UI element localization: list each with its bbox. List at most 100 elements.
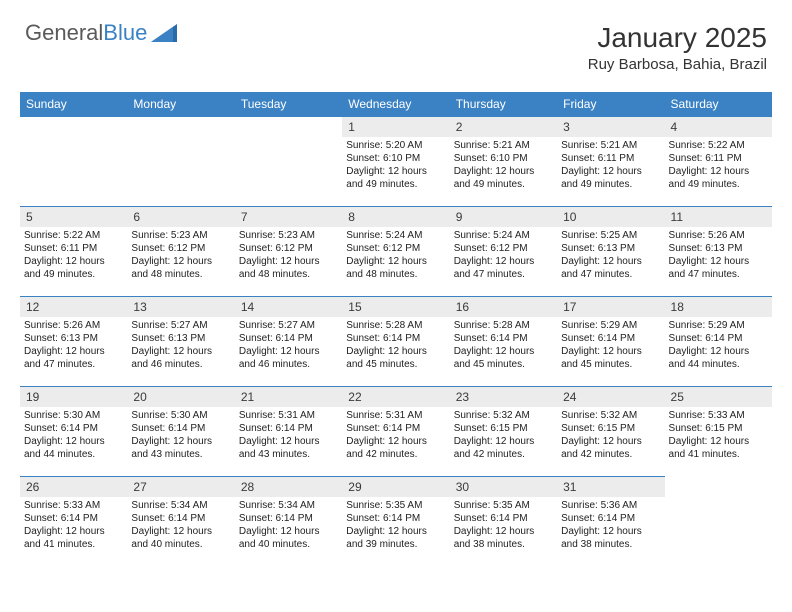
calendar-cell: 4Sunrise: 5:22 AMSunset: 6:11 PMDaylight… [665, 117, 772, 207]
day-number: 20 [127, 387, 234, 407]
calendar-week-row: 26Sunrise: 5:33 AMSunset: 6:14 PMDayligh… [20, 477, 772, 567]
page-title: January 2025 [588, 22, 767, 54]
day-number: 29 [342, 477, 449, 497]
day-details: Sunrise: 5:23 AMSunset: 6:12 PMDaylight:… [235, 227, 342, 285]
page-header: January 2025 Ruy Barbosa, Bahia, Brazil [588, 22, 767, 73]
calendar-cell: 16Sunrise: 5:28 AMSunset: 6:14 PMDayligh… [450, 297, 557, 387]
day-header-row: SundayMondayTuesdayWednesdayThursdayFrid… [20, 92, 772, 117]
day-details: Sunrise: 5:28 AMSunset: 6:14 PMDaylight:… [450, 317, 557, 375]
calendar-cell: 31Sunrise: 5:36 AMSunset: 6:14 PMDayligh… [557, 477, 664, 567]
calendar-cell: 23Sunrise: 5:32 AMSunset: 6:15 PMDayligh… [450, 387, 557, 477]
brand-part1: General [25, 20, 103, 46]
calendar-cell [235, 117, 342, 207]
calendar-cell: 11Sunrise: 5:26 AMSunset: 6:13 PMDayligh… [665, 207, 772, 297]
day-number: 6 [127, 207, 234, 227]
calendar-cell: 15Sunrise: 5:28 AMSunset: 6:14 PMDayligh… [342, 297, 449, 387]
day-details: Sunrise: 5:21 AMSunset: 6:11 PMDaylight:… [557, 137, 664, 195]
brand-part2: Blue [103, 20, 147, 46]
day-number: 26 [20, 477, 127, 497]
day-number: 16 [450, 297, 557, 317]
day-header: Monday [127, 92, 234, 117]
calendar-cell: 18Sunrise: 5:29 AMSunset: 6:14 PMDayligh… [665, 297, 772, 387]
day-number: 7 [235, 207, 342, 227]
day-number: 9 [450, 207, 557, 227]
calendar-cell: 19Sunrise: 5:30 AMSunset: 6:14 PMDayligh… [20, 387, 127, 477]
calendar-cell: 3Sunrise: 5:21 AMSunset: 6:11 PMDaylight… [557, 117, 664, 207]
day-details: Sunrise: 5:30 AMSunset: 6:14 PMDaylight:… [20, 407, 127, 465]
day-number: 19 [20, 387, 127, 407]
day-details: Sunrise: 5:23 AMSunset: 6:12 PMDaylight:… [127, 227, 234, 285]
day-details: Sunrise: 5:36 AMSunset: 6:14 PMDaylight:… [557, 497, 664, 555]
calendar-cell: 7Sunrise: 5:23 AMSunset: 6:12 PMDaylight… [235, 207, 342, 297]
calendar-cell: 28Sunrise: 5:34 AMSunset: 6:14 PMDayligh… [235, 477, 342, 567]
day-details: Sunrise: 5:25 AMSunset: 6:13 PMDaylight:… [557, 227, 664, 285]
day-details: Sunrise: 5:31 AMSunset: 6:14 PMDaylight:… [342, 407, 449, 465]
day-number: 15 [342, 297, 449, 317]
calendar-week-row: 19Sunrise: 5:30 AMSunset: 6:14 PMDayligh… [20, 387, 772, 477]
calendar-cell: 24Sunrise: 5:32 AMSunset: 6:15 PMDayligh… [557, 387, 664, 477]
day-header: Friday [557, 92, 664, 117]
day-number: 23 [450, 387, 557, 407]
day-number: 10 [557, 207, 664, 227]
day-details: Sunrise: 5:35 AMSunset: 6:14 PMDaylight:… [342, 497, 449, 555]
calendar-cell [127, 117, 234, 207]
day-details: Sunrise: 5:21 AMSunset: 6:10 PMDaylight:… [450, 137, 557, 195]
day-details: Sunrise: 5:34 AMSunset: 6:14 PMDaylight:… [235, 497, 342, 555]
calendar-cell: 8Sunrise: 5:24 AMSunset: 6:12 PMDaylight… [342, 207, 449, 297]
calendar-week-row: 1Sunrise: 5:20 AMSunset: 6:10 PMDaylight… [20, 117, 772, 207]
day-details: Sunrise: 5:22 AMSunset: 6:11 PMDaylight:… [665, 137, 772, 195]
day-number: 31 [557, 477, 664, 497]
day-details: Sunrise: 5:26 AMSunset: 6:13 PMDaylight:… [665, 227, 772, 285]
day-details: Sunrise: 5:28 AMSunset: 6:14 PMDaylight:… [342, 317, 449, 375]
day-details: Sunrise: 5:29 AMSunset: 6:14 PMDaylight:… [665, 317, 772, 375]
day-header: Wednesday [342, 92, 449, 117]
day-number: 28 [235, 477, 342, 497]
day-details: Sunrise: 5:20 AMSunset: 6:10 PMDaylight:… [342, 137, 449, 195]
day-number: 17 [557, 297, 664, 317]
day-number: 14 [235, 297, 342, 317]
day-details: Sunrise: 5:32 AMSunset: 6:15 PMDaylight:… [557, 407, 664, 465]
day-number: 21 [235, 387, 342, 407]
calendar-cell: 26Sunrise: 5:33 AMSunset: 6:14 PMDayligh… [20, 477, 127, 567]
calendar-week-row: 12Sunrise: 5:26 AMSunset: 6:13 PMDayligh… [20, 297, 772, 387]
day-details: Sunrise: 5:31 AMSunset: 6:14 PMDaylight:… [235, 407, 342, 465]
day-details: Sunrise: 5:24 AMSunset: 6:12 PMDaylight:… [450, 227, 557, 285]
day-number: 2 [450, 117, 557, 137]
day-number: 25 [665, 387, 772, 407]
calendar-cell: 27Sunrise: 5:34 AMSunset: 6:14 PMDayligh… [127, 477, 234, 567]
day-number: 11 [665, 207, 772, 227]
calendar-cell: 12Sunrise: 5:26 AMSunset: 6:13 PMDayligh… [20, 297, 127, 387]
day-number: 4 [665, 117, 772, 137]
day-number: 12 [20, 297, 127, 317]
day-number: 3 [557, 117, 664, 137]
day-details: Sunrise: 5:22 AMSunset: 6:11 PMDaylight:… [20, 227, 127, 285]
day-number: 13 [127, 297, 234, 317]
calendar-cell: 30Sunrise: 5:35 AMSunset: 6:14 PMDayligh… [450, 477, 557, 567]
day-number: 22 [342, 387, 449, 407]
brand-logo: GeneralBlue [25, 20, 177, 46]
day-header: Saturday [665, 92, 772, 117]
calendar-cell: 10Sunrise: 5:25 AMSunset: 6:13 PMDayligh… [557, 207, 664, 297]
day-number: 5 [20, 207, 127, 227]
day-number: 8 [342, 207, 449, 227]
day-details: Sunrise: 5:29 AMSunset: 6:14 PMDaylight:… [557, 317, 664, 375]
day-number: 30 [450, 477, 557, 497]
day-details: Sunrise: 5:33 AMSunset: 6:14 PMDaylight:… [20, 497, 127, 555]
day-details: Sunrise: 5:24 AMSunset: 6:12 PMDaylight:… [342, 227, 449, 285]
calendar-cell: 22Sunrise: 5:31 AMSunset: 6:14 PMDayligh… [342, 387, 449, 477]
calendar-cell: 9Sunrise: 5:24 AMSunset: 6:12 PMDaylight… [450, 207, 557, 297]
day-details: Sunrise: 5:27 AMSunset: 6:13 PMDaylight:… [127, 317, 234, 375]
calendar-cell: 1Sunrise: 5:20 AMSunset: 6:10 PMDaylight… [342, 117, 449, 207]
calendar-table: SundayMondayTuesdayWednesdayThursdayFrid… [20, 92, 772, 567]
calendar-cell: 20Sunrise: 5:30 AMSunset: 6:14 PMDayligh… [127, 387, 234, 477]
calendar-cell: 29Sunrise: 5:35 AMSunset: 6:14 PMDayligh… [342, 477, 449, 567]
day-details: Sunrise: 5:27 AMSunset: 6:14 PMDaylight:… [235, 317, 342, 375]
calendar-cell: 2Sunrise: 5:21 AMSunset: 6:10 PMDaylight… [450, 117, 557, 207]
day-header: Sunday [20, 92, 127, 117]
calendar-cell: 25Sunrise: 5:33 AMSunset: 6:15 PMDayligh… [665, 387, 772, 477]
location-label: Ruy Barbosa, Bahia, Brazil [588, 56, 767, 73]
calendar-body: 1Sunrise: 5:20 AMSunset: 6:10 PMDaylight… [20, 117, 772, 567]
day-number: 18 [665, 297, 772, 317]
day-number: 24 [557, 387, 664, 407]
calendar-cell: 17Sunrise: 5:29 AMSunset: 6:14 PMDayligh… [557, 297, 664, 387]
